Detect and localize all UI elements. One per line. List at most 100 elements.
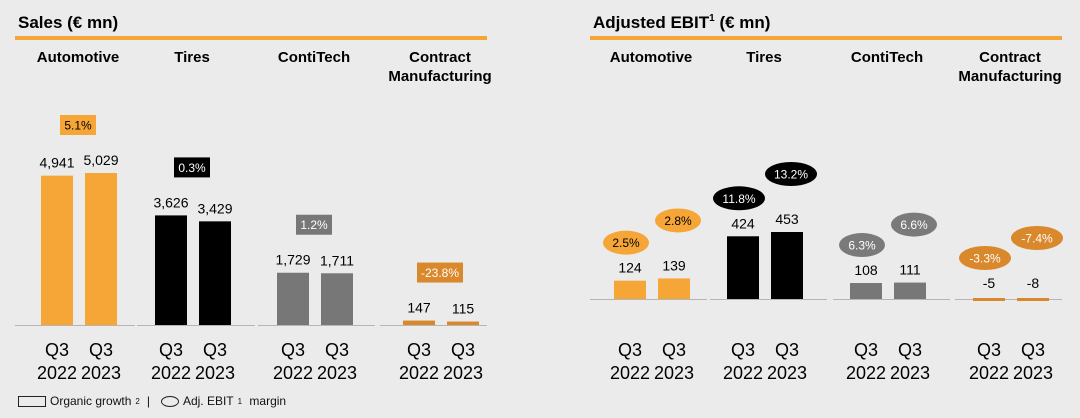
margin-label-2-0: 6.3% [848,239,876,253]
tick-q-0-3-0: Q3 [407,340,431,360]
tick-year-1-2-0: 2022 [846,363,886,383]
segment-name-1-0: Automotive [610,49,693,66]
bar-1-3-1 [1017,298,1049,301]
bar-0-2-1 [321,273,353,325]
value-label-0-0-0: 4,941 [39,155,74,171]
tick-year-1-0-1: 2023 [654,363,694,383]
growth-label-2: 1.2% [300,218,328,232]
growth-label-3: -23.8% [421,266,459,280]
legend-margin-label: Adj. EBIT [182,394,234,408]
tick-year-0-2-1: 2023 [317,363,357,383]
value-label-0-0-1: 5,029 [83,152,118,168]
tick-q-1-3-1: Q3 [1021,340,1045,360]
tick-q-0-1-1: Q3 [203,340,227,360]
legend-margin-swatch [160,395,179,407]
legend-separator: | [146,394,150,408]
tick-q-1-3-0: Q3 [977,340,1001,360]
tick-q-0-3-1: Q3 [451,340,475,360]
tick-year-0-0-0: 2022 [37,363,77,383]
chart-title-0: Sales (€ mn) [18,13,118,32]
growth-badge-2 [296,214,332,235]
value-label-0-2-1: 1,711 [320,252,354,268]
growth-label-0: 5.1% [64,119,92,133]
segment-name-1-1: Tires [746,49,782,66]
segment-name-1-3-l0: Contract [979,49,1041,66]
value-label-0-3-0: 147 [407,300,431,316]
value-label-0-3-1: 115 [452,301,475,317]
margin-label-1-0: 11.8% [722,192,755,206]
tick-q-1-1-1: Q3 [775,340,799,360]
margin-badge-2-0 [839,233,885,258]
segment-name-1-3-l1: Manufacturing [958,68,1061,85]
margin-label-0-1: 2.8% [664,214,692,228]
segment-name-0-0: Automotive [37,49,120,66]
legend-organic-label: Organic growth [50,394,132,408]
tick-q-1-0-1: Q3 [662,340,686,360]
header-rule-0 [15,36,487,40]
tick-q-1-2-1: Q3 [898,340,922,360]
margin-label-1-1: 13.2% [774,168,808,182]
bar-1-0-1 [658,278,690,299]
tick-q-0-2-1: Q3 [325,340,349,360]
value-label-0-2-0: 1,729 [275,252,310,268]
bar-1-2-0 [850,283,882,299]
bar-1-1-1 [771,232,803,299]
growth-badge-0 [60,115,96,135]
bar-0-3-0 [403,320,435,325]
segment-name-0-3-l1: Manufacturing [388,68,491,85]
value-label-1-0-0: 124 [618,260,642,276]
tick-q-0-2-0: Q3 [281,340,305,360]
tick-year-0-3-1: 2023 [443,363,483,383]
growth-badge-1 [174,157,210,178]
tick-year-1-2-1: 2023 [890,363,930,383]
growth-badge-3 [417,262,463,283]
margin-label-0-0: 2.5% [612,236,640,250]
tick-year-1-0-0: 2022 [610,363,650,383]
tick-year-1-1-1: 2023 [767,363,807,383]
value-label-0-1-1: 3,429 [197,200,232,216]
legend-margin-suffix: margin [246,394,287,408]
bar-1-3-0 [973,298,1005,301]
margin-badge-1-0 [713,186,765,211]
legend-organic-swatch [18,395,46,407]
tick-year-0-1-0: 2022 [151,363,191,383]
chart-title-sup-1: 1 [709,13,715,24]
value-label-0-1-0: 3,626 [153,194,188,210]
tick-q-0-0-1: Q3 [89,340,113,360]
value-label-1-0-1: 139 [662,257,686,273]
tick-year-1-1-0: 2022 [723,363,763,383]
growth-label-1: 0.3% [178,161,206,175]
margin-badge-0-0 [603,230,649,255]
value-label-1-1-0: 424 [731,215,755,231]
legend-margin-sup: 1 [237,396,243,406]
margin-label-2-1: 6.6% [900,218,928,232]
margin-label-3-1: -7.4% [1021,232,1053,246]
value-label-1-1-1: 453 [775,211,799,227]
value-label-1-3-1: -8 [1027,275,1040,291]
segment-name-0-3-l0: Contract [409,49,471,66]
bar-1-1-0 [727,236,759,299]
bar-0-1-1 [199,221,231,325]
tick-q-1-1-0: Q3 [731,340,755,360]
tick-year-0-3-0: 2022 [399,363,439,383]
value-label-1-2-0: 108 [854,262,878,278]
tick-year-0-0-1: 2023 [81,363,121,383]
value-label-1-2-1: 111 [899,262,920,278]
margin-label-3-0: -3.3% [969,252,1001,266]
segment-name-0-2: ContiTech [278,49,350,66]
tick-q-1-2-0: Q3 [854,340,878,360]
margin-badge-0-1 [655,208,701,233]
tick-year-0-2-0: 2022 [273,363,313,383]
tick-year-1-3-1: 2023 [1013,363,1053,383]
bar-1-0-0 [614,280,646,299]
tick-year-1-3-0: 2022 [969,363,1009,383]
tick-q-0-0-0: Q3 [45,340,69,360]
margin-badge-3-0 [959,246,1011,270]
chart-title-suffix-1: (€ mn) [715,13,771,32]
bar-0-0-0 [41,175,73,325]
bar-0-3-1 [447,321,479,325]
margin-badge-1-1 [765,162,817,186]
header-rule-1 [590,36,1062,40]
chart-title-1: Adjusted EBIT1 (€ mn) [593,13,770,32]
